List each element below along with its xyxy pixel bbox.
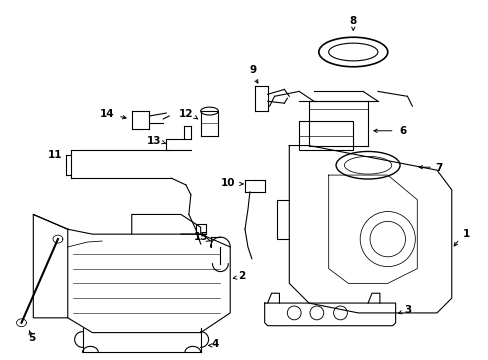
Text: 4: 4 bbox=[211, 339, 219, 350]
Text: 11: 11 bbox=[48, 150, 62, 161]
Text: 3: 3 bbox=[403, 305, 410, 315]
Text: 1: 1 bbox=[462, 229, 469, 239]
Text: 12: 12 bbox=[178, 109, 193, 119]
Text: 2: 2 bbox=[238, 271, 245, 282]
Text: 6: 6 bbox=[398, 126, 406, 136]
Text: 9: 9 bbox=[249, 65, 256, 75]
Text: 10: 10 bbox=[221, 178, 235, 188]
Bar bbox=[299, 121, 352, 150]
Text: 13: 13 bbox=[147, 136, 162, 145]
Text: 15: 15 bbox=[193, 232, 207, 242]
Text: 5: 5 bbox=[28, 333, 35, 342]
Text: 8: 8 bbox=[349, 15, 356, 26]
Text: 7: 7 bbox=[434, 163, 442, 173]
Text: 14: 14 bbox=[100, 109, 114, 119]
